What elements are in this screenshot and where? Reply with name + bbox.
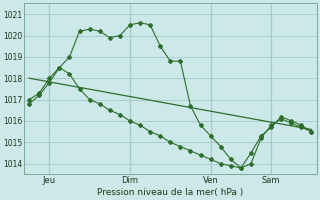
X-axis label: Pression niveau de la mer( hPa ): Pression niveau de la mer( hPa ): [97, 188, 244, 197]
